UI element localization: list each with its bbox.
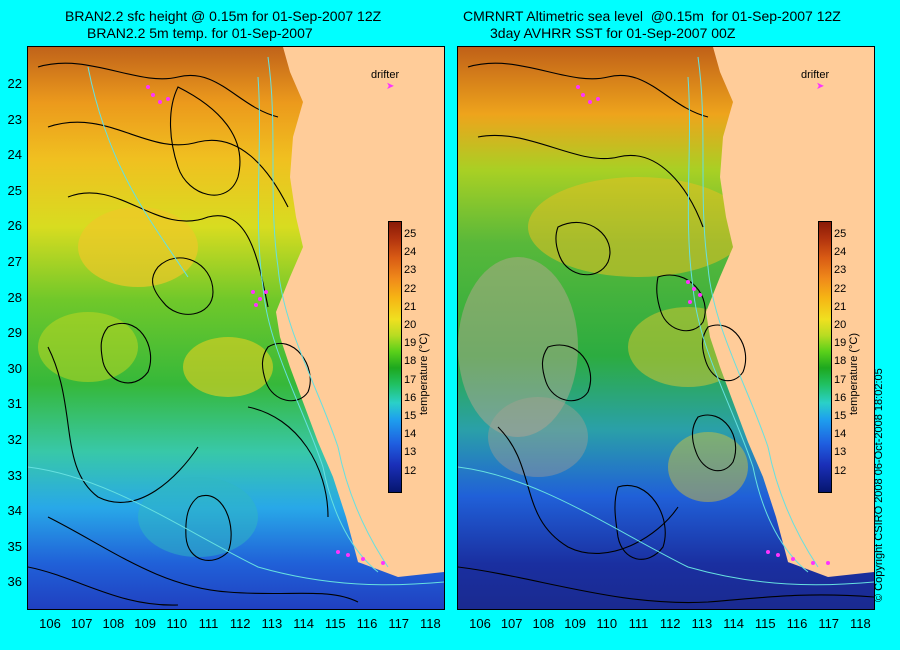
latitude-label: 25 — [7, 182, 22, 198]
drifter-legend-arrow-icon: ➤ — [816, 81, 825, 92]
longitude-label: 110 — [596, 616, 618, 631]
longitude-label: 118 — [420, 616, 441, 631]
colorbar-left — [388, 221, 402, 493]
colorbar-tick-label: 15 — [404, 410, 417, 422]
colorbar-tick-label: 25 — [404, 228, 417, 240]
longitude-label: 117 — [818, 616, 840, 631]
colorbar-tick-label: 21 — [404, 300, 417, 313]
colorbar-tick-label: 19 — [834, 337, 847, 350]
longitude-label: 108 — [532, 616, 555, 631]
bathymetry-contours — [458, 56, 874, 586]
latitude-label: 32 — [7, 432, 22, 447]
colorbar-tick-label: 17 — [404, 373, 417, 386]
colorbar-tick-label: 20 — [834, 319, 847, 331]
colorbar-tick-label: 15 — [834, 410, 847, 422]
longitude-label: 108 — [102, 616, 125, 631]
colorbar-tick-label: 14 — [834, 428, 847, 441]
longitude-label: 115 — [754, 616, 776, 631]
drifter-legend-label: drifter — [371, 69, 400, 81]
land-mass — [276, 47, 444, 575]
longitude-label: 115 — [324, 616, 346, 631]
latitude-label: 29 — [7, 325, 22, 341]
colorbar-tick-label: 14 — [404, 428, 417, 441]
drifter-legend-label: drifter — [801, 69, 830, 81]
colorbar-tick-label: 24 — [834, 246, 847, 259]
right-map-panel: drifter ➤ 25 24 23 22 21 20 19 18 17 16 15 14 13 12 t… — [457, 46, 875, 610]
latitude-label: 36 — [7, 574, 22, 590]
latitude-label: 35 — [7, 538, 22, 554]
longitude-label: 110 — [166, 616, 188, 631]
longitude-label: 111 — [198, 616, 219, 631]
latitude-label: 30 — [7, 360, 22, 376]
longitude-label: 117 — [388, 616, 410, 631]
latitude-label: 26 — [7, 218, 22, 234]
colorbar-tick-label: 17 — [834, 373, 847, 386]
bathymetry-contours — [28, 56, 444, 586]
left-map-panel: drifter ➤ 25 24 23 22 21 20 19 18 17 16 15 14 13 12 t… — [27, 46, 445, 610]
colorbar-tick-label: 21 — [834, 300, 847, 313]
longitude-label: 114 — [293, 616, 314, 631]
longitude-label: 106 — [469, 616, 491, 631]
longitude-label: 113 — [691, 616, 713, 631]
longitude-label: 116 — [786, 616, 808, 631]
longitude-label: 107 — [500, 616, 523, 631]
longitude-label: 112 — [659, 616, 681, 631]
latitude-label: 33 — [7, 467, 22, 483]
colorbar-tick-label: 12 — [404, 464, 417, 477]
longitude-label: 107 — [70, 616, 93, 631]
longitude-label: 111 — [628, 616, 649, 631]
right-title-line1: CMRNRT Altimetric sea level @0.15m for 0… — [463, 8, 841, 24]
longitude-label: 106 — [39, 616, 61, 631]
colorbar-tick-label: 22 — [834, 282, 847, 295]
colorbar-tick-label: 18 — [404, 355, 417, 368]
land-mass — [706, 47, 874, 575]
colorbar-tick-label: 22 — [404, 282, 417, 295]
colorbar-tick-label: 12 — [834, 464, 847, 477]
latitude-label: 24 — [7, 147, 22, 163]
drifter-legend-arrow-icon: ➤ — [386, 81, 395, 92]
colorbar-tick-label: 24 — [404, 246, 417, 259]
colorbar-tick-label: 13 — [834, 446, 847, 459]
colorbar-tick-label: 16 — [834, 391, 847, 404]
colorbar-tick-label: 13 — [404, 446, 417, 459]
latitude-label: 28 — [7, 289, 22, 305]
colorbar-tick-label: 16 — [404, 391, 417, 404]
longitude-label: 109 — [564, 616, 586, 631]
latitude-label: 23 — [7, 111, 22, 127]
longitude-label: 112 — [229, 616, 251, 631]
drifter-tracks — [576, 85, 830, 565]
latitude-label: 27 — [7, 254, 22, 269]
colorbar-tick-label: 18 — [834, 355, 847, 368]
colorbar-tick-label: 23 — [404, 264, 417, 277]
longitude-label: 113 — [261, 616, 283, 631]
sea-height-contours — [28, 62, 359, 606]
cloud-mask — [458, 257, 578, 437]
colorbar-unit-left: temperature (°C) — [418, 332, 430, 415]
latitude-label: 34 — [7, 503, 22, 519]
colorbar-tick-label: 19 — [404, 337, 417, 350]
longitude-label: 118 — [850, 616, 871, 631]
colorbar-unit-right: temperature (°C) — [848, 332, 860, 415]
drifter-tracks — [146, 85, 385, 565]
longitude-label: 116 — [356, 616, 378, 631]
colorbar-tick-label: 20 — [404, 319, 417, 331]
right-title-line2: 3day AVHRR SST for 01-Sep-2007 00Z — [490, 25, 736, 41]
left-title-line1: BRAN2.2 sfc height @ 0.15m for 01-Sep-20… — [65, 8, 382, 24]
latitude-label: 22 — [7, 76, 22, 91]
colorbar-tick-label: 25 — [834, 228, 847, 240]
colorbar-tick-label: 23 — [834, 264, 847, 277]
left-title-line2: BRAN2.2 5m temp. for 01-Sep-2007 — [87, 25, 313, 41]
latitude-label: 31 — [7, 396, 22, 412]
longitude-label: 114 — [723, 616, 744, 631]
copyright-text: © Copyright CSIRO 2008 06-Oct-2008 18:02… — [873, 368, 885, 602]
sea-level-contours — [458, 62, 874, 604]
colorbar-right — [818, 221, 832, 493]
longitude-label: 109 — [134, 616, 156, 631]
